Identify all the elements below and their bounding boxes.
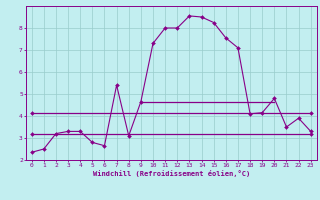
X-axis label: Windchill (Refroidissement éolien,°C): Windchill (Refroidissement éolien,°C) <box>92 170 250 177</box>
